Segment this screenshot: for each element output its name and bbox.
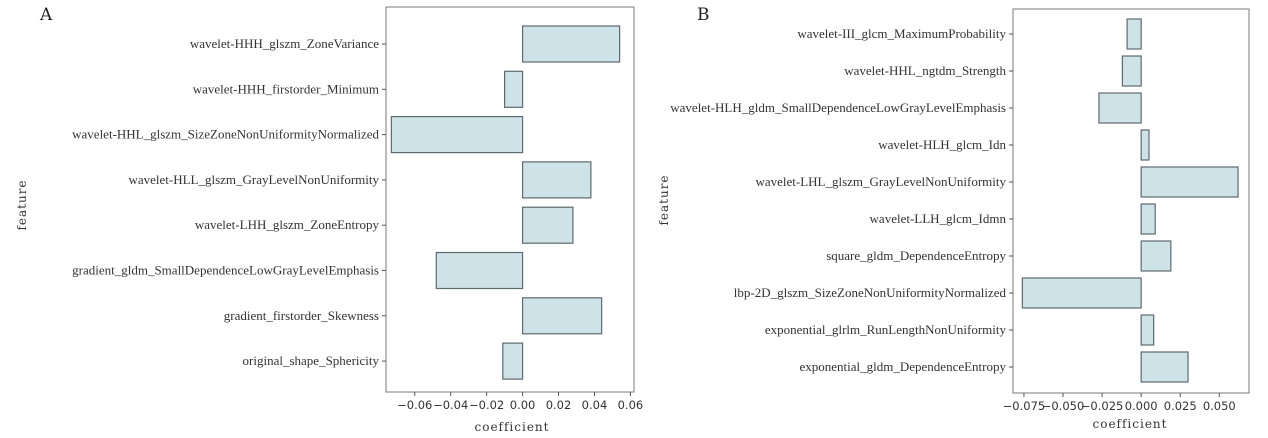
x-tick-label-a-7: 0.06 [618,398,644,412]
category-label-b-10: exponential_gldm_DependenceEntropy [800,359,1007,374]
x-tick-label-b-3: −0.025 [1081,399,1124,413]
category-label-a-3: wavelet-HHL_glszm_SizeZoneNonUniformityN… [72,127,379,142]
y-axis-title-a: feature [15,179,29,230]
x-tick-label-b-6: 0.050 [1203,399,1236,413]
x-tick-label-b-2: −0.050 [1042,399,1085,413]
x-tick-label-a-2: −0.04 [433,398,468,412]
bar-a-6 [435,251,524,290]
bar-b-5 [1140,166,1239,198]
panel-b-letter: B [697,5,710,25]
bar-a-3 [390,115,524,154]
bar-b-7 [1140,240,1172,272]
category-label-a-5: wavelet-LHH_glszm_ZoneEntropy [195,217,380,232]
panel-b: Bwavelet-III_glcm_MaximumProbabilitywave… [657,5,1250,431]
bar-b-10 [1140,351,1189,383]
category-label-b-3: wavelet-HLH_gldm_SmallDependenceLowGrayL… [670,100,1006,115]
bar-b-6 [1140,203,1156,235]
x-tick-label-a-3: −0.02 [469,398,504,412]
plot-frame-b [1012,8,1250,394]
category-label-b-5: wavelet-LHL_glszm_GrayLevelNonUniformity [755,174,1006,189]
category-label-b-4: wavelet-HLH_glcm_Idn [878,137,1006,152]
category-label-b-9: exponential_glrlm_RunLengthNonUniformity [765,322,1007,337]
bar-a-4 [521,161,592,199]
category-label-a-7: gradient_firstorder_Skewness [224,308,379,323]
category-label-a-2: wavelet-HHH_firstorder_Minimum [193,81,379,96]
category-label-b-6: wavelet-LLH_glcm_Idmn [870,211,1007,226]
x-axis-title-b: coefficient [1093,417,1168,431]
bar-a-5 [521,206,574,244]
x-tick-label-b-4: 0.000 [1125,399,1158,413]
category-label-a-1: wavelet-HHH_glszm_ZoneVariance [190,36,379,51]
category-label-b-8: lbp-2D_glszm_SizeZoneNonUniformityNormal… [734,285,1007,300]
category-label-b-2: wavelet-HHL_ngtdm_Strength [844,63,1006,78]
y-axis-title-b: feature [657,174,671,225]
category-label-a-6: gradient_gldm_SmallDependenceLowGrayLeve… [72,263,379,278]
x-tick-label-b-5: 0.025 [1164,399,1197,413]
bar-b-9 [1140,314,1155,346]
bar-b-2 [1121,55,1142,87]
bar-b-3 [1098,92,1142,124]
x-tick-label-b-1: −0.075 [1003,399,1046,413]
bar-a-2 [504,70,524,108]
bar-b-8 [1021,277,1142,309]
x-tick-label-a-1: −0.06 [397,398,432,412]
plot-frame-a [385,6,635,393]
category-label-b-1: wavelet-III_glcm_MaximumProbability [797,26,1006,41]
x-tick-label-a-5: 0.02 [546,398,572,412]
bar-a-7 [521,297,603,335]
bar-a-1 [521,25,621,63]
bar-a-8 [502,342,524,380]
bar-b-4 [1140,129,1150,161]
x-tick-label-a-6: 0.04 [582,398,608,412]
x-tick-label-a-4: 0.00 [510,398,536,412]
bar-b-1 [1126,18,1142,50]
panel-a-letter: A [39,5,53,25]
category-label-a-4: wavelet-HLL_glszm_GrayLevelNonUniformity [128,172,379,187]
category-label-b-7: square_gldm_DependenceEntropy [826,248,1006,263]
category-label-a-8: original_shape_Sphericity [243,353,380,368]
x-axis-title-a: coefficient [475,420,550,434]
